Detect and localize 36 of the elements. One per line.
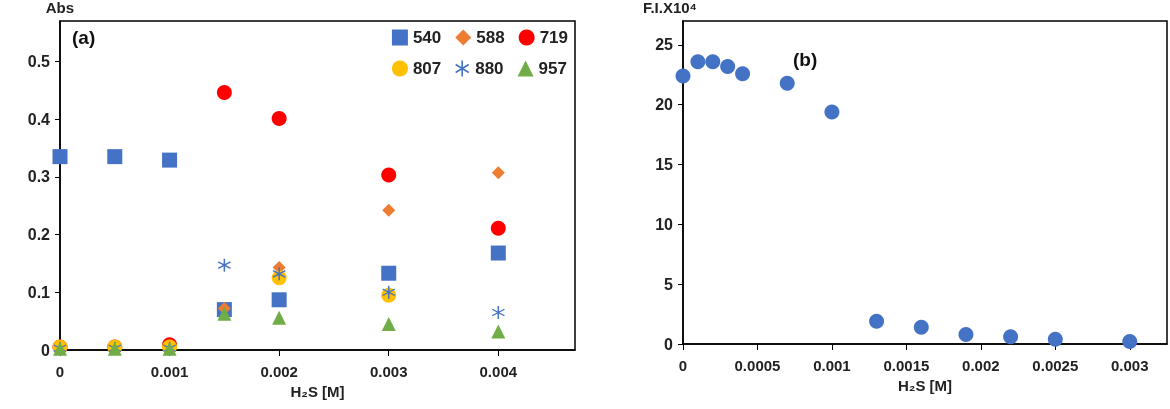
- annotation: (a): [72, 27, 96, 48]
- legend-label: 807: [412, 59, 442, 78]
- x-tick-label: 0: [55, 363, 65, 380]
- x-tick-label: 0.0025: [1032, 357, 1079, 374]
- x-tick-label: 0.001: [813, 357, 851, 374]
- x-tick-label: 0.0015: [883, 357, 930, 374]
- legend-label: 588: [476, 28, 505, 47]
- y-tick-label: 0.5: [27, 52, 51, 70]
- y-tick-label: 0.3: [27, 168, 51, 186]
- y-axis-title: F.I.X10⁴: [642, 0, 697, 16]
- x-tick-label: 0: [678, 357, 688, 374]
- x-tick-label: 0.001: [150, 363, 189, 380]
- y-tick-label: 0.1: [27, 283, 51, 301]
- legend-label: 540: [412, 28, 442, 47]
- annotation: (b): [793, 49, 818, 70]
- x-tick-label: 0.002: [260, 363, 298, 380]
- x-axis-title: H₂S [M]: [290, 383, 345, 400]
- y-tick-label: 0: [41, 341, 51, 359]
- legend-label: 880: [475, 59, 504, 78]
- y-tick-label: 10: [655, 215, 674, 233]
- x-tick-label: 0.0005: [734, 357, 781, 374]
- x-tick-label: 0.002: [962, 357, 1000, 374]
- x-tick-label: 0.003: [1111, 357, 1149, 374]
- y-tick-label: 15: [655, 156, 674, 174]
- y-tick-label: 5: [664, 275, 674, 293]
- y-tick-label: 0.2: [27, 226, 51, 244]
- y-tick-label: 20: [655, 96, 674, 114]
- x-tick-label: 0.003: [369, 363, 408, 380]
- x-tick-label: 0.004: [479, 363, 518, 380]
- y-axis-title: Abs: [45, 0, 74, 16]
- legend-label: 719: [539, 28, 569, 47]
- y-tick-label: 25: [655, 36, 674, 54]
- y-tick-label: 0: [664, 335, 674, 353]
- legend-label: 957: [538, 59, 567, 78]
- y-tick-label: 0.4: [27, 110, 51, 128]
- x-axis-title: H₂S [M]: [897, 377, 953, 394]
